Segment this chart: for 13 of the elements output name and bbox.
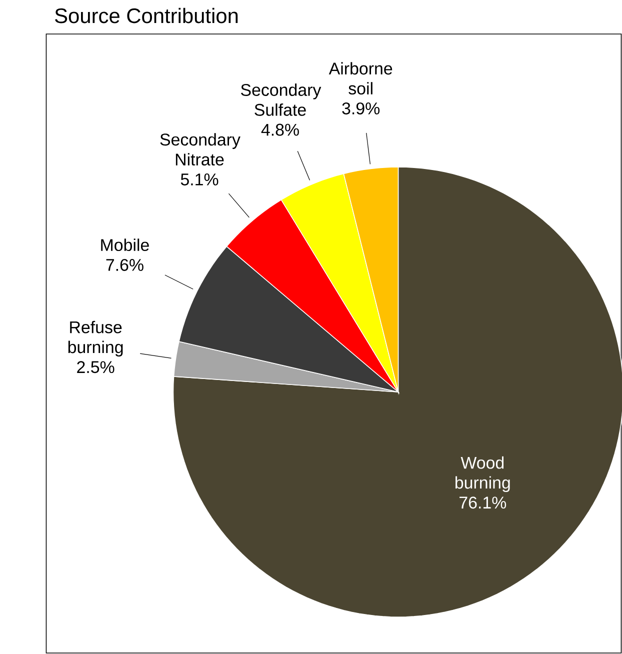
slice-label: Mobile <box>101 238 149 252</box>
slice-label: Refuse burning <box>68 320 123 357</box>
data-label: 5.1% <box>180 174 218 186</box>
data-label: 76.1% <box>459 496 506 509</box>
data-label: 3.9% <box>342 102 380 114</box>
slice-label: Airborne soil <box>328 62 392 95</box>
data-label: 7.6% <box>106 258 144 271</box>
data-label: 4.8% <box>261 124 299 136</box>
chart-title: Source Contribution <box>54 8 238 24</box>
slice-label: Secondary Sulfate <box>240 84 322 116</box>
slice-label: Wood burning <box>455 456 510 492</box>
slice-label: Secondary Nitrate <box>160 133 240 166</box>
data-label: 2.5% <box>77 361 114 374</box>
